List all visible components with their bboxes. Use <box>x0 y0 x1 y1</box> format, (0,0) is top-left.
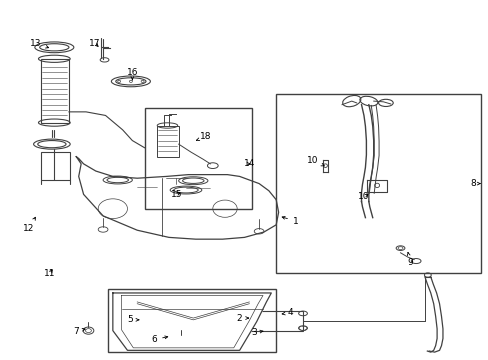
Text: 3: 3 <box>251 328 263 337</box>
Bar <box>276 94 480 273</box>
Text: 9: 9 <box>407 252 412 267</box>
Text: 14: 14 <box>243 159 255 168</box>
Text: 13: 13 <box>30 39 48 48</box>
Text: 4: 4 <box>282 308 293 317</box>
Bar <box>108 289 276 352</box>
Text: 15: 15 <box>170 190 182 199</box>
Text: 1: 1 <box>282 216 298 226</box>
Text: 16: 16 <box>126 68 138 80</box>
Text: 17: 17 <box>89 39 101 48</box>
Text: 12: 12 <box>23 217 35 233</box>
Polygon shape <box>113 293 271 350</box>
Bar <box>144 108 251 209</box>
Text: 10: 10 <box>358 192 369 201</box>
Text: 18: 18 <box>196 132 211 141</box>
Text: 5: 5 <box>127 315 139 324</box>
Text: 11: 11 <box>43 269 55 278</box>
Bar <box>41 152 70 180</box>
Bar <box>114 316 125 323</box>
Text: 6: 6 <box>151 335 167 344</box>
Text: 10: 10 <box>306 156 324 166</box>
Text: 8: 8 <box>470 179 479 188</box>
Bar <box>249 311 303 330</box>
Bar <box>157 126 178 157</box>
Bar <box>41 59 69 123</box>
Text: 7: 7 <box>73 327 85 336</box>
Text: 2: 2 <box>236 314 248 323</box>
